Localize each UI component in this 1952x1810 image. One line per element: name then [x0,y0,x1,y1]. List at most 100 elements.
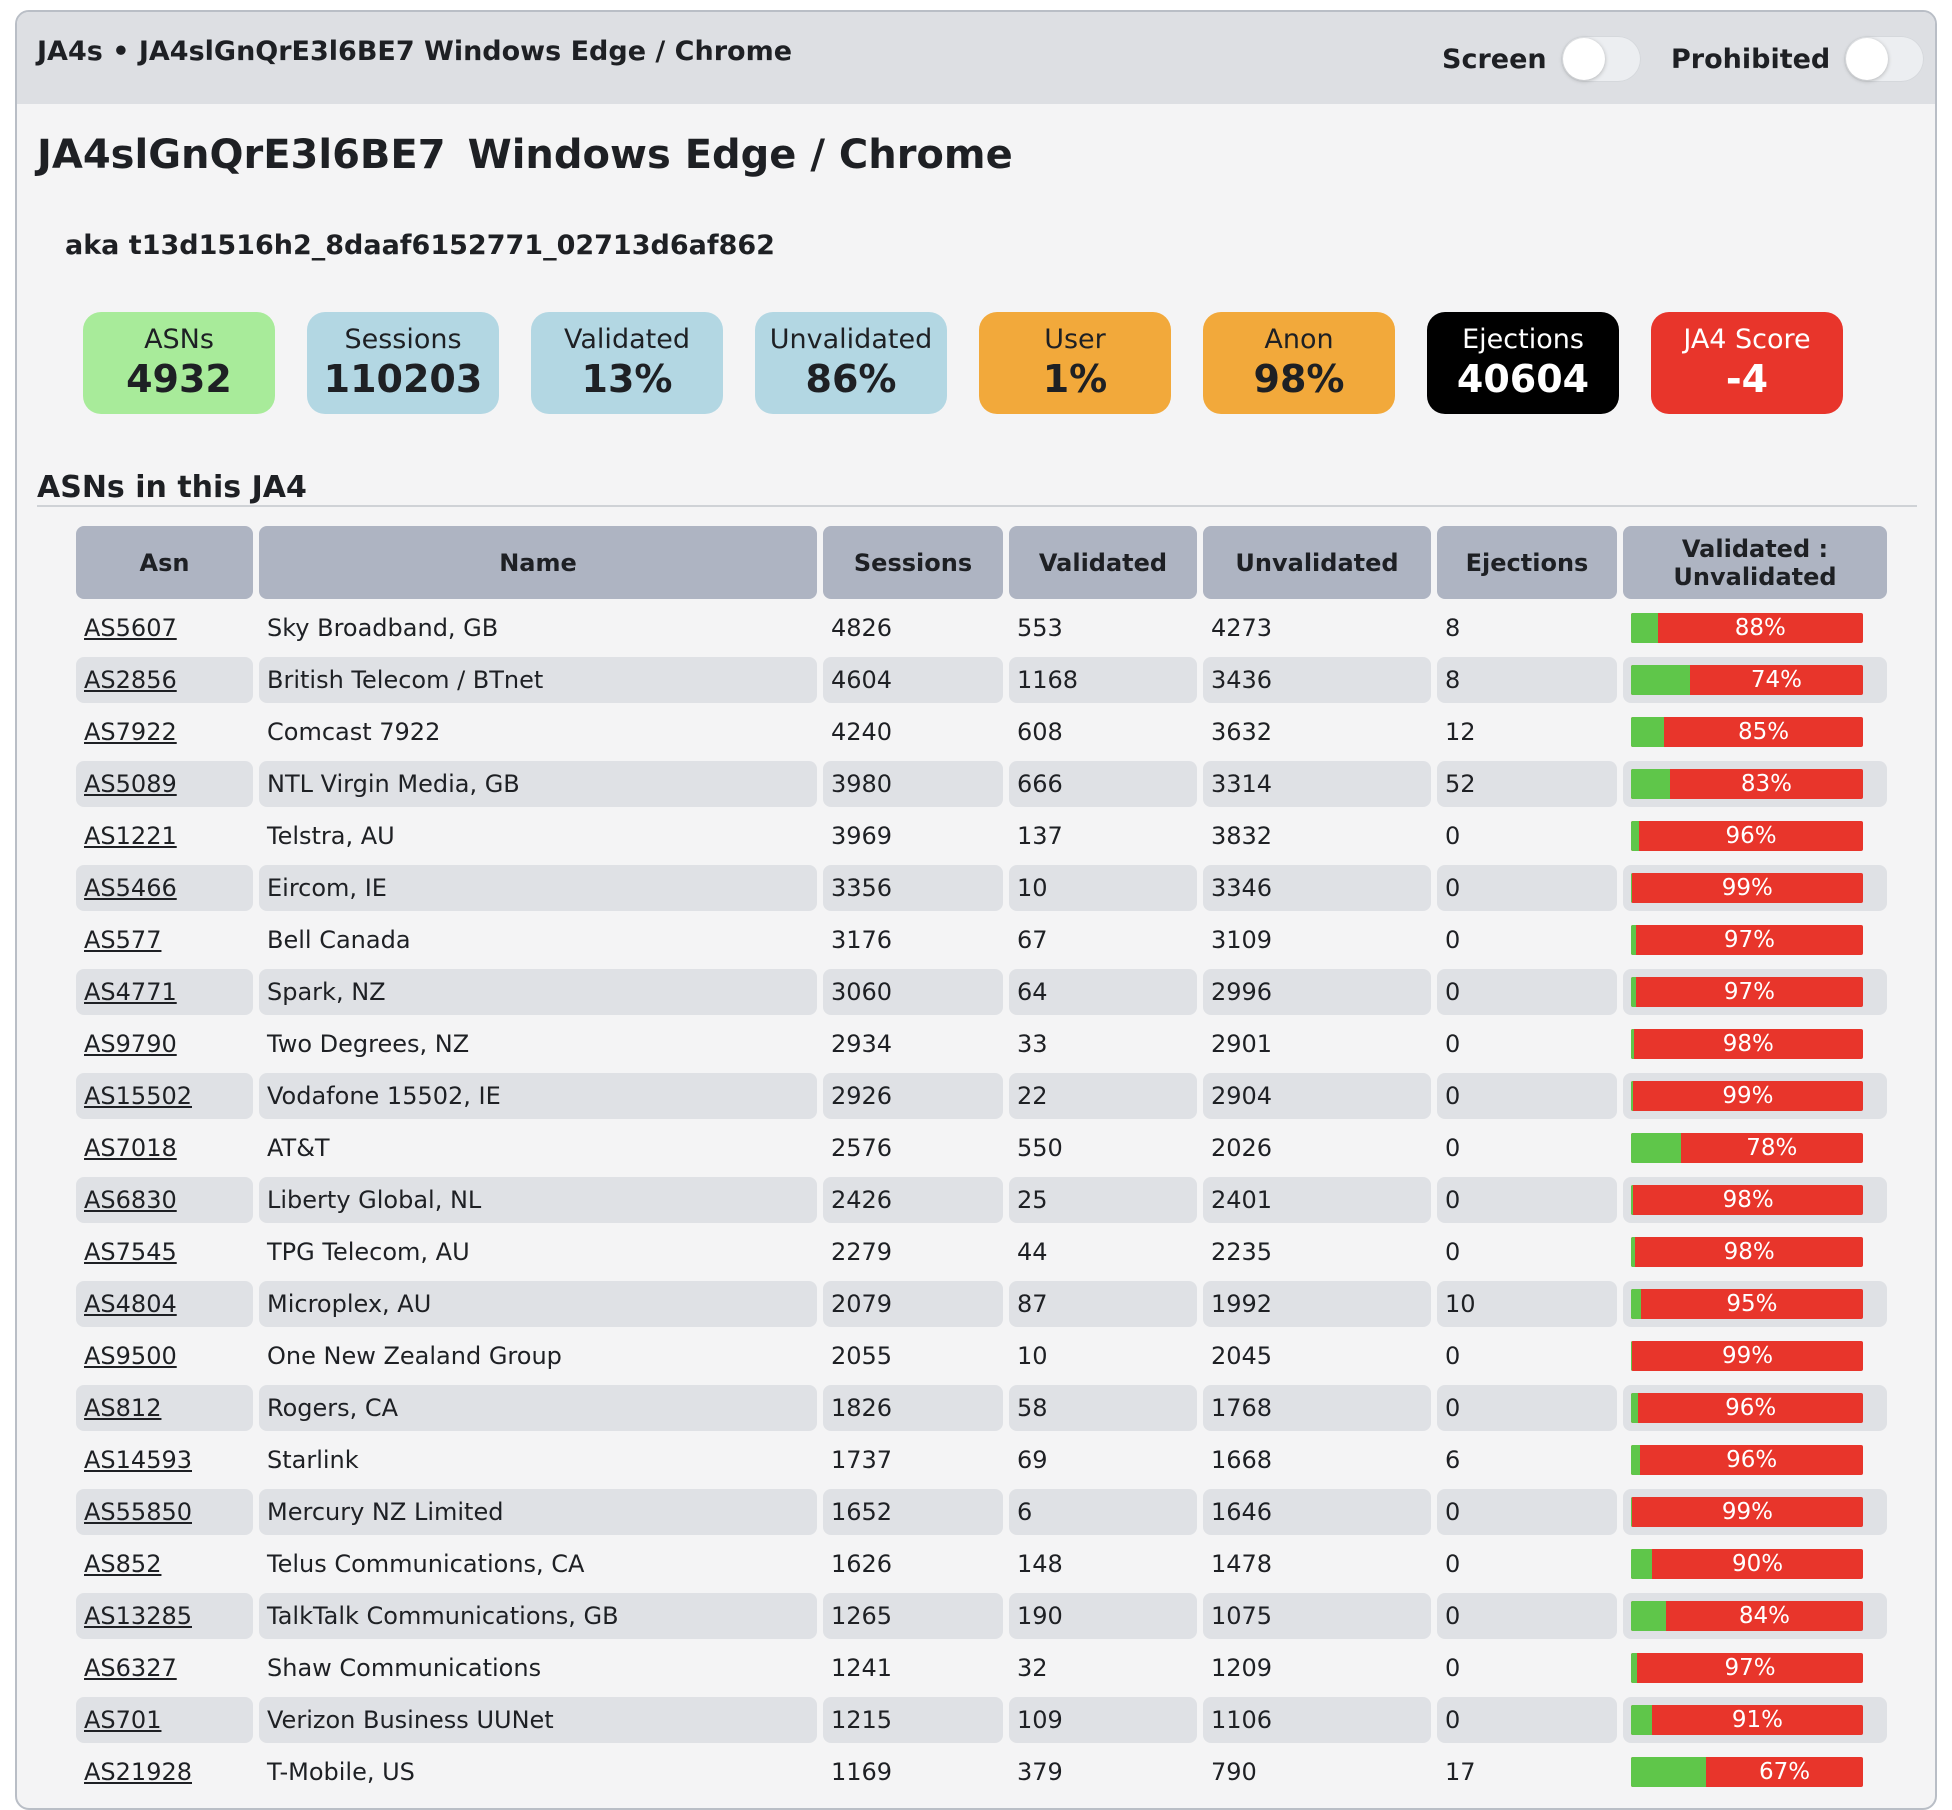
validated-fill [1631,1393,1639,1423]
cell-ratio: 90% [1623,1541,1887,1587]
cell-name: Eircom, IE [259,865,817,911]
asn-link[interactable]: AS15502 [84,1082,192,1110]
asn-link[interactable]: AS9790 [84,1030,177,1058]
cell-sessions: 1241 [831,1654,893,1682]
asn-link[interactable]: AS21928 [84,1758,192,1786]
asn-link[interactable]: AS577 [84,926,162,954]
stat-label: Validated [564,324,690,355]
stat-tile-ejections: Ejections 40604 [1427,312,1619,414]
validated-fill [1631,1237,1636,1267]
cell-unvalidated: 2901 [1211,1030,1273,1058]
asn-link[interactable]: AS5607 [84,614,177,642]
cell-sessions: 1652 [823,1489,1003,1535]
col-header-name[interactable]: Name [259,526,817,599]
ratio-bar: 99% [1631,873,1863,903]
asn-link[interactable]: AS852 [84,1550,162,1578]
cell-ratio: 67% [1623,1749,1887,1795]
cell-name: AT&T [267,1134,330,1162]
asn-link[interactable]: AS9500 [84,1342,177,1370]
validated-fill [1631,1029,1634,1059]
cell-ejections: 0 [1445,926,1461,954]
stat-label: ASNs [144,324,214,355]
cell-ejections: 0 [1445,1030,1461,1058]
cell-unvalidated: 1106 [1203,1697,1431,1743]
validated-fill [1631,1133,1681,1163]
table-row: AS55850 Mercury NZ Limited 1652 6 1646 0 99% [76,1489,1887,1535]
col-header-ratio[interactable]: Validated : Unvalidated [1623,526,1887,599]
screen-toggle-label: Screen [1442,43,1547,75]
col-header-unvalidated[interactable]: Unvalidated [1203,526,1431,599]
cell-asn: AS4771 [76,969,253,1015]
cell-ratio: 74% [1623,657,1887,703]
cell-asn: AS4804 [76,1281,253,1327]
asn-link[interactable]: AS2856 [84,666,177,694]
ratio-bar: 84% [1631,1601,1863,1631]
table-row: AS812 Rogers, CA 1826 58 1768 0 96% [76,1385,1887,1431]
cell-unvalidated: 790 [1211,1758,1257,1786]
asn-link[interactable]: AS6830 [84,1186,177,1214]
table-row: AS15502 Vodafone 15502, IE 2926 22 2904 0 99% [76,1073,1887,1119]
asn-link[interactable]: AS812 [84,1394,162,1422]
cell-ratio: 88% [1623,605,1887,651]
ratio-bar: 83% [1631,769,1863,799]
cell-validated: 67 [1017,926,1048,954]
screen-toggle[interactable] [1560,36,1641,82]
cell-validated: 109 [1009,1697,1197,1743]
validated-fill [1631,665,1690,695]
stats-row: ASNs 4932 Sessions 110203 Validated 13% Unvali… [83,312,1875,414]
cell-sessions: 1626 [831,1550,893,1578]
asn-link[interactable]: AS701 [84,1706,162,1734]
cell-name: Telus Communications, CA [267,1550,585,1578]
validated-fill [1631,1185,1634,1215]
validated-fill [1631,873,1632,903]
prohibited-toggle-group: Prohibited [1671,36,1925,82]
cell-name: Sky Broadband, GB [267,614,499,642]
unvalidated-percent: 85% [1738,719,1790,745]
asn-link[interactable]: AS55850 [84,1498,192,1526]
cell-ejections: 8 [1437,657,1617,703]
asn-link[interactable]: AS13285 [84,1602,192,1630]
validated-fill [1631,717,1665,747]
asn-link[interactable]: AS5089 [84,770,177,798]
asn-link[interactable]: AS1221 [84,822,177,850]
stat-tile-asns: ASNs 4932 [83,312,275,414]
ratio-bar: 91% [1631,1705,1863,1735]
top-bar-title: JA4s • JA4slGnQrE3l6BE7 Windows Edge / C… [37,36,793,67]
prohibited-toggle[interactable] [1844,36,1925,82]
stat-tile-validated: Validated 13% [531,312,723,414]
toggle-knob [1562,38,1605,80]
cell-name: Microplex, AU [259,1281,817,1327]
cell-name: Vodafone 15502, IE [259,1073,817,1119]
cell-asn: AS812 [76,1385,253,1431]
cell-validated: 6 [1009,1489,1197,1535]
table-row: AS2856 British Telecom / BTnet 4604 1168 343… [76,657,1887,703]
validated-fill [1631,769,1670,799]
cell-name: TalkTalk Communications, GB [259,1593,817,1639]
unvalidated-percent: 99% [1721,875,1773,901]
col-header-asn[interactable]: Asn [76,526,253,599]
asn-link[interactable]: AS4771 [84,978,177,1006]
cell-validated: 10 [1017,1342,1048,1370]
cell-ejections: 52 [1437,761,1617,807]
col-header-sessions[interactable]: Sessions [823,526,1003,599]
validated-fill [1631,1289,1641,1319]
validated-fill [1631,1081,1633,1111]
col-header-ejections[interactable]: Ejections [1437,526,1617,599]
asn-link[interactable]: AS4804 [84,1290,177,1318]
unvalidated-percent: 83% [1740,771,1792,797]
validated-fill [1631,1497,1632,1527]
col-header-validated[interactable]: Validated [1009,526,1197,599]
asn-link[interactable]: AS5466 [84,874,177,902]
cell-name: Spark, NZ [259,969,817,1015]
asn-link[interactable]: AS7922 [84,718,177,746]
asn-link[interactable]: AS6327 [84,1654,177,1682]
cell-ratio: 78% [1623,1125,1887,1171]
asn-link[interactable]: AS14593 [84,1446,192,1474]
cell-validated: 666 [1009,761,1197,807]
table-row: AS5466 Eircom, IE 3356 10 3346 0 99% [76,865,1887,911]
asn-link[interactable]: AS7545 [84,1238,177,1266]
cell-sessions: 2926 [823,1073,1003,1119]
asn-link[interactable]: AS7018 [84,1134,177,1162]
ratio-bar: 74% [1631,665,1863,695]
table-row: AS1221 Telstra, AU 3969 137 3832 0 96% [76,813,1887,859]
